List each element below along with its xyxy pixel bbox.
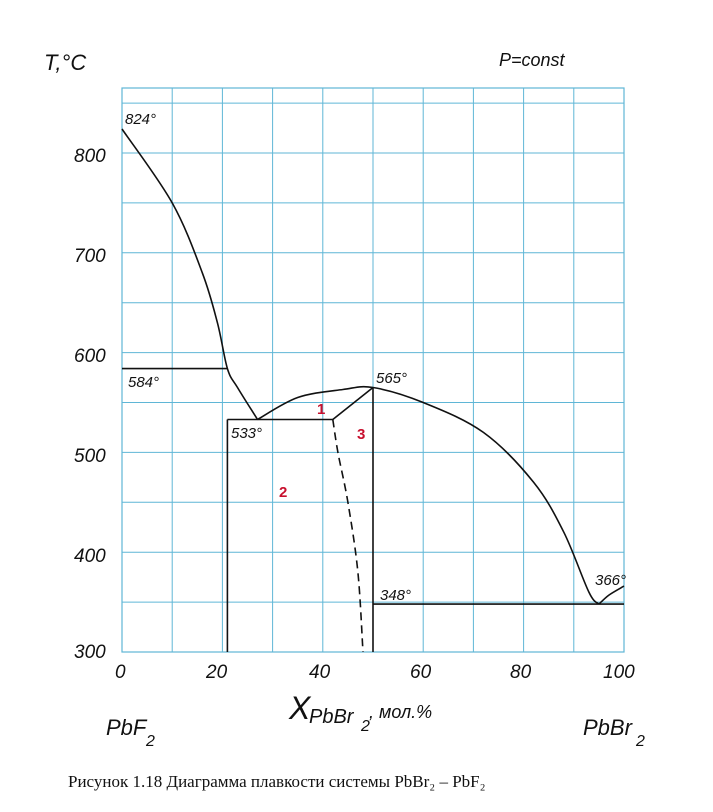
phase-line-2 [257, 385, 600, 605]
x-axis-label-sub2: 2 [360, 718, 370, 735]
right-component-label: PbBr 2 [583, 715, 645, 750]
y-tick-500: 500 [74, 446, 106, 467]
x-tick-20: 20 [205, 662, 228, 683]
region-label-1: 1 [317, 401, 325, 418]
annotation-366: 366° [595, 572, 626, 589]
annotation-565: 565° [376, 370, 407, 387]
y-tick-400: 400 [74, 546, 106, 567]
y-axis-label: T,°C [44, 50, 86, 75]
x-tick-100: 100 [603, 662, 635, 683]
x-axis-label-unit: , мол.% [369, 702, 432, 722]
y-tick-300: 300 [74, 642, 106, 663]
x-tick-60: 60 [410, 662, 432, 683]
phase-line-4 [332, 386, 374, 421]
phase-line-3 [598, 585, 625, 605]
left-component-sub: 2 [145, 733, 155, 750]
annotation-584: 584° [128, 374, 159, 391]
condition-label: P=const [499, 50, 566, 70]
x-axis-label: X PbBr 2 , мол.% [288, 690, 432, 735]
y-tick-600: 600 [74, 346, 106, 367]
y-tick-800: 800 [74, 146, 106, 167]
region-label-2: 2 [279, 484, 287, 501]
phase-line-10 [332, 419, 364, 653]
right-component-base: PbBr [583, 715, 634, 740]
figure-caption: Рисунок 1.18 Диаграмма плавкости системы… [68, 772, 486, 791]
left-component-label: PbF 2 [106, 715, 155, 750]
annotation-348: 348° [380, 587, 411, 604]
right-component-sub: 2 [635, 733, 645, 750]
x-tick-40: 40 [309, 662, 331, 683]
y-tick-700: 700 [74, 246, 106, 267]
left-component-base: PbF [106, 715, 148, 740]
x-tick-80: 80 [510, 662, 532, 683]
curves [121, 128, 625, 653]
annotation-824: 824° [125, 111, 156, 128]
region-label-3: 3 [357, 426, 365, 443]
phase-line-1 [121, 128, 259, 420]
x-axis-label-main: X [288, 690, 312, 726]
x-tick-0: 0 [115, 662, 126, 683]
annotation-533: 533° [231, 425, 262, 442]
x-axis-label-sub: PbBr [309, 706, 355, 728]
